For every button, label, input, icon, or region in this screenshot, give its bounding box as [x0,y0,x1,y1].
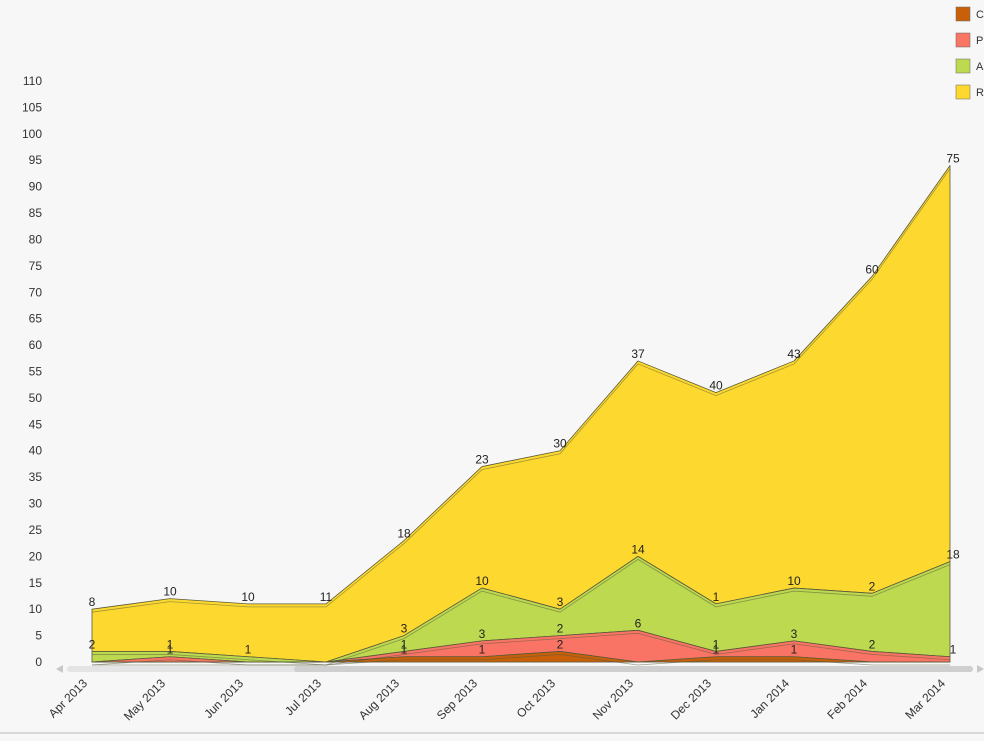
y-tick-label: 75 [29,259,43,273]
data-label-a: 10 [787,574,801,588]
area-inner-line-r [91,168,951,613]
area-inner-line-p [91,632,951,666]
x-tick-label: Jun 2013 [201,676,246,721]
data-label-c: 1 [479,643,486,657]
data-label-a: 3 [401,622,408,636]
y-tick-label: 10 [29,602,43,616]
data-label-a: 14 [631,542,645,556]
y-tick-label: 40 [29,444,43,458]
y-tick-label: 20 [29,549,43,563]
x-tick-label: Aug 2013 [356,676,402,722]
y-tick-label: 90 [29,180,43,194]
legend-swatch-r[interactable] [955,84,971,100]
data-label-p: 3 [479,627,486,641]
data-label-r: 40 [709,379,723,393]
data-label-a: 1 [245,643,252,657]
x-tick-label: May 2013 [121,676,168,723]
legend-label-a[interactable]: A [976,61,984,73]
legend-label-r[interactable]: R [976,87,984,99]
data-label-a: 18 [946,548,960,562]
scroll-left-arrow[interactable] [56,665,63,673]
data-label-a: 1 [167,637,174,651]
scrollbar-thumb[interactable] [294,666,973,672]
data-label-p: 1 [401,637,408,651]
scroll-right-arrow[interactable] [977,665,984,673]
y-tick-label: 55 [29,365,43,379]
data-label-a: 3 [557,595,564,609]
y-tick-label: 85 [29,206,43,220]
data-label-p: 1 [713,637,720,651]
data-label-c: 2 [557,637,564,651]
data-label-a: 2 [869,579,876,593]
x-tick-label: Dec 2013 [668,676,714,722]
data-label-r: 43 [787,347,801,361]
y-tick-label: 80 [29,232,43,246]
y-tick-label: 35 [29,470,43,484]
legend-label-p[interactable]: P [976,35,983,47]
data-label-a: 10 [475,574,489,588]
x-tick-label: Apr 2013 [46,676,91,721]
data-label-r: 10 [241,590,255,604]
data-label-r: 37 [631,347,645,361]
data-label-r: 11 [320,590,333,604]
legend-label-c[interactable]: C [976,9,984,21]
y-tick-label: 45 [29,417,43,431]
x-tick-label: Jul 2013 [282,676,324,718]
area-series-r[interactable] [91,165,951,663]
y-tick-label: 95 [29,153,43,167]
x-tick-label: Nov 2013 [590,676,636,722]
data-label-c: 1 [791,643,798,657]
data-label-p: 1 [950,643,957,657]
data-label-p: 3 [791,627,798,641]
y-tick-label: 25 [29,523,43,537]
data-label-r: 8 [89,595,96,609]
data-label-r: 30 [553,437,567,451]
data-label-p: 1 [167,643,174,657]
legend-swatch-p[interactable] [955,32,971,48]
x-tick-label: Mar 2014 [902,676,948,722]
y-tick-label: 105 [22,100,42,114]
x-tick-label: Oct 2013 [514,676,559,721]
y-tick-label: 60 [29,338,43,352]
legend-swatch-c[interactable] [955,6,971,22]
y-tick-label: 5 [35,629,42,643]
data-label-p: 6 [635,616,642,630]
y-tick-label: 100 [22,127,42,141]
area-inner-line-a [92,558,951,666]
y-tick-label: 70 [29,285,43,299]
data-label-c: 1 [713,643,720,657]
y-tick-label: 0 [35,655,42,669]
y-tick-label: 50 [29,391,43,405]
y-tick-label: 15 [29,576,43,590]
x-tick-label: Sep 2013 [434,676,480,722]
y-tick-label: 110 [23,74,42,88]
data-label-a: 1 [713,590,720,604]
x-tick-label: Jan 2014 [747,676,792,721]
y-tick-label: 65 [29,312,43,326]
area-inner-line-c [92,654,950,666]
data-label-r: 60 [865,262,879,276]
x-tick-label: Feb 2014 [824,676,870,722]
data-label-r: 75 [946,152,960,166]
data-label-a: 2 [89,637,96,651]
data-label-r: 23 [475,453,489,467]
data-label-r: 10 [163,585,177,599]
data-label-p: 2 [557,622,564,636]
legend-swatch-a[interactable] [955,58,971,74]
data-label-c: 1 [401,643,408,657]
y-tick-label: 30 [29,497,43,511]
data-label-r: 18 [397,527,411,541]
data-label-p: 2 [869,637,876,651]
